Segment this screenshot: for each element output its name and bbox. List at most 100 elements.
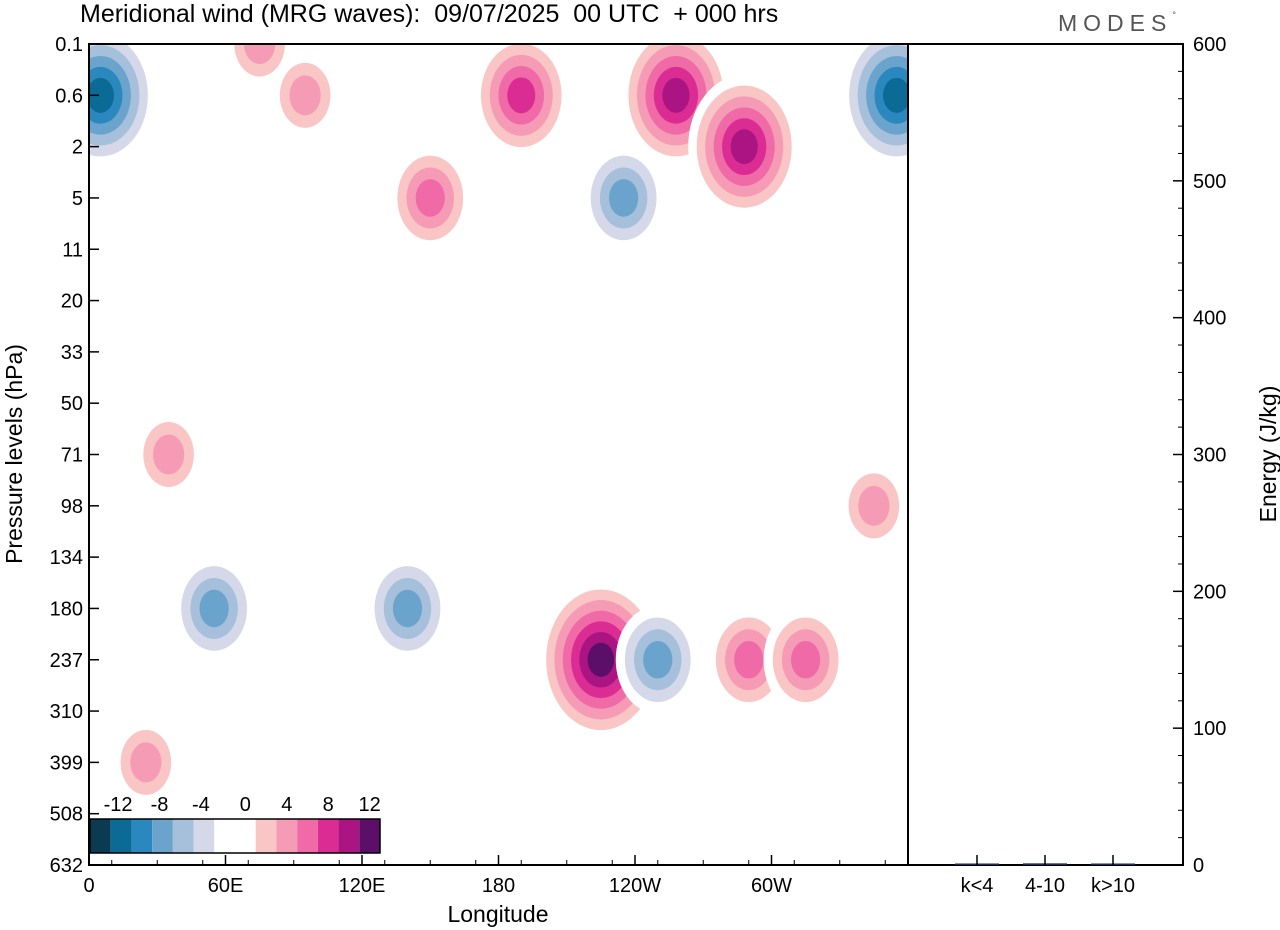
energy-tick-label-3: 300 xyxy=(1193,445,1226,467)
x-tick-label-4: 120W xyxy=(609,875,661,897)
colorbar-label-5: 8 xyxy=(323,794,334,816)
logo-text: MODES xyxy=(1058,10,1173,36)
energy-category-label-0: k<4 xyxy=(961,875,994,897)
colorbar-swatch-6 xyxy=(214,819,235,853)
heatmap-feature-1 xyxy=(840,44,908,168)
x-tick-label-1: 60E xyxy=(208,875,244,897)
energy-tick-label-6: 600 xyxy=(1193,34,1226,56)
heatmap-feature-0 xyxy=(89,44,157,168)
energy-tick-label-2: 200 xyxy=(1193,581,1226,603)
heatmap-contour-11-7 xyxy=(587,642,615,677)
y-tick-label-11: 180 xyxy=(50,598,83,620)
y-axis: 0.1 0.6 2 5 11 20 33 50 71 98 134 180 237 310 399 508 63… xyxy=(50,34,99,877)
heatmap-contour-17-3 xyxy=(858,485,890,526)
y-tick-label-15: 508 xyxy=(50,804,83,826)
modes-logo: MODES° xyxy=(1058,10,1176,37)
energy-tick-label-5: 500 xyxy=(1193,171,1226,193)
energy-axis-label: Energy (J/kg) xyxy=(1255,386,1280,523)
heatmap-feature-5 xyxy=(472,44,571,159)
y-tick-label-0: 0.1 xyxy=(55,34,83,56)
heatmap-feature-9 xyxy=(172,554,257,663)
heatmap-contour-7-6 xyxy=(730,129,758,165)
energy-tick-label-4: 400 xyxy=(1193,308,1226,330)
colorbar-swatch-4 xyxy=(172,819,194,853)
y-tick-label-12: 237 xyxy=(50,650,83,672)
y-tick-label-2: 2 xyxy=(72,137,83,159)
x-tick-label-3: 180 xyxy=(482,875,515,897)
y-tick-label-6: 33 xyxy=(61,342,83,364)
x-tick-label-2: 120E xyxy=(339,875,386,897)
colorbar-swatch-7 xyxy=(235,819,256,853)
colorbar-swatch-0 xyxy=(90,819,111,853)
heatmap-feature-14 xyxy=(763,605,848,714)
heatmap-feature-10 xyxy=(365,554,450,663)
chart-title: Meridional wind (MRG waves): 09/07/2025 … xyxy=(80,0,779,28)
colorbar-swatch-8 xyxy=(255,819,277,853)
x-axis-label: Longitude xyxy=(447,901,548,927)
colorbar-swatch-10 xyxy=(297,819,318,853)
colorbar-label-1: -8 xyxy=(151,794,169,816)
y-tick-label-9: 98 xyxy=(61,496,83,518)
heatmap-contour-5-5 xyxy=(507,77,536,114)
colorbar-swatch-11 xyxy=(317,819,339,853)
energy-category-label-1: 4-10 xyxy=(1025,875,1065,897)
heatmap-contour-4-4 xyxy=(415,179,445,217)
heatmap-contour-6-6 xyxy=(662,77,690,113)
heatmap-contour-2-3 xyxy=(244,44,276,64)
energy-tick-label-1: 100 xyxy=(1193,718,1226,740)
colorbar-label-0: -12 xyxy=(104,794,133,816)
heatmap-feature-15 xyxy=(110,717,181,808)
x-tick-label-0: 0 xyxy=(83,875,94,897)
colorbar-label-4: 4 xyxy=(281,794,292,816)
colorbar-swatch-2 xyxy=(131,819,153,853)
x-axis: 0 60E 120E 180 120W 60W xyxy=(83,855,886,897)
colorbar-label-2: -4 xyxy=(192,794,210,816)
colorbar-swatch-3 xyxy=(152,819,173,853)
heatmap-contour-3-3 xyxy=(289,75,321,116)
energy-tick-label-0: 0 xyxy=(1193,855,1204,877)
heatmap-feature-8 xyxy=(581,143,666,252)
energy-bars: k<4 4-10 k>10 xyxy=(955,855,1135,897)
y-tick-label-3: 5 xyxy=(72,188,83,210)
heatmap-contour-8-4 xyxy=(609,179,639,217)
colorbar-swatch-1 xyxy=(110,819,132,853)
y-tick-label-13: 310 xyxy=(50,701,83,723)
y-tick-label-16: 632 xyxy=(50,855,83,877)
x-tick-label-5: 60W xyxy=(751,875,792,897)
heatmap-contour-14-4 xyxy=(791,640,821,679)
heatmap-feature-12 xyxy=(615,605,700,714)
y-tick-label-8: 71 xyxy=(61,445,83,467)
heatmap-contour-13-4 xyxy=(734,640,764,679)
heatmap-contour-1-6 xyxy=(883,77,908,113)
y-tick-label-1: 0.6 xyxy=(55,85,83,107)
y-tick-label-14: 399 xyxy=(50,752,83,774)
heatmap-contour-16-3 xyxy=(153,434,185,475)
energy-category-label-2: k>10 xyxy=(1091,875,1135,897)
heatmap-contour-12-4 xyxy=(643,640,673,679)
colorbar-label-6: 12 xyxy=(359,794,381,816)
y-tick-label-4: 11 xyxy=(62,239,83,261)
heatmap-feature-4 xyxy=(388,143,473,252)
logo-mark: ° xyxy=(1172,10,1176,20)
y-tick-label-5: 20 xyxy=(61,291,83,313)
heatmap-feature-17 xyxy=(838,460,908,551)
heatmap-field xyxy=(89,44,908,808)
y-tick-label-7: 50 xyxy=(61,393,83,415)
heatmap-feature-7 xyxy=(688,74,801,219)
heatmap-contour-10-4 xyxy=(392,589,423,628)
heatmap-feature-16 xyxy=(133,409,204,500)
colorbar: -12 -8 -4 0 4 8 12 xyxy=(89,794,381,854)
energy-frame xyxy=(907,43,1184,866)
y-axis-label: Pressure levels (hPa) xyxy=(1,344,27,564)
heatmap-contour-15-3 xyxy=(130,742,162,783)
energy-axis: 0 100 200 300 400 500 600 xyxy=(1173,34,1226,877)
heatmap-feature-3 xyxy=(270,50,341,141)
y-tick-label-10: 134 xyxy=(50,547,83,569)
colorbar-swatch-12 xyxy=(338,819,360,853)
colorbar-frame xyxy=(89,818,381,854)
colorbar-swatch-13 xyxy=(359,819,380,853)
colorbar-label-3: 0 xyxy=(240,794,251,816)
colorbar-swatch-9 xyxy=(276,819,298,853)
heatmap-contour-0-6 xyxy=(89,77,114,113)
